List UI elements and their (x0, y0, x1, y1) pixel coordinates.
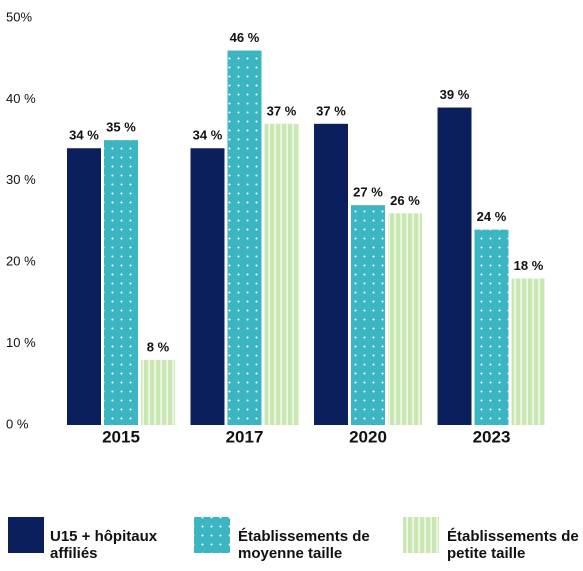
bar (314, 123, 348, 425)
y-tick-label: 20 % (6, 254, 36, 269)
value-label: 24 % (477, 209, 507, 224)
bar-pattern (474, 229, 509, 425)
legend-label: Établissements de petite taille (447, 528, 579, 562)
bar (190, 148, 225, 426)
value-label: 27 % (353, 185, 383, 200)
value-label: 34 % (193, 128, 223, 143)
value-label: 26 % (390, 193, 420, 208)
x-tick-label: 2017 (226, 427, 264, 446)
legend-swatch-pattern (194, 517, 230, 553)
legend-label: U15 + hôpitaux affiliés (50, 528, 158, 562)
y-tick-label: 30 % (6, 172, 36, 187)
bar (437, 107, 472, 425)
x-tick-label: 2023 (473, 427, 511, 446)
value-label: 46 % (230, 30, 260, 45)
value-label: 34 % (69, 128, 99, 143)
x-tick-label: 2020 (349, 427, 387, 446)
value-label: 37 % (267, 103, 297, 118)
value-label: 8 % (147, 339, 170, 354)
bar-pattern (104, 140, 138, 425)
bar-pattern (227, 50, 262, 426)
y-tick-label: 50% (6, 9, 32, 24)
legend-swatch-pattern (403, 517, 439, 553)
y-tick-label: 40 % (6, 91, 36, 106)
value-label: 37 % (316, 103, 346, 118)
bar (67, 148, 101, 426)
bar-pattern (351, 205, 385, 425)
bar-pattern (511, 278, 546, 425)
value-label: 18 % (514, 258, 544, 273)
value-label: 39 % (440, 87, 470, 102)
legend-label: Établissements de moyenne taille (238, 528, 370, 562)
bar-pattern (141, 359, 175, 425)
bar-pattern (388, 213, 422, 425)
bar-pattern (264, 123, 299, 425)
y-tick-label: 10 % (6, 335, 36, 350)
x-tick-label: 2015 (102, 427, 140, 446)
y-tick-label: 0 % (6, 416, 29, 431)
legend-swatch (8, 517, 44, 553)
value-label: 35 % (106, 120, 136, 135)
